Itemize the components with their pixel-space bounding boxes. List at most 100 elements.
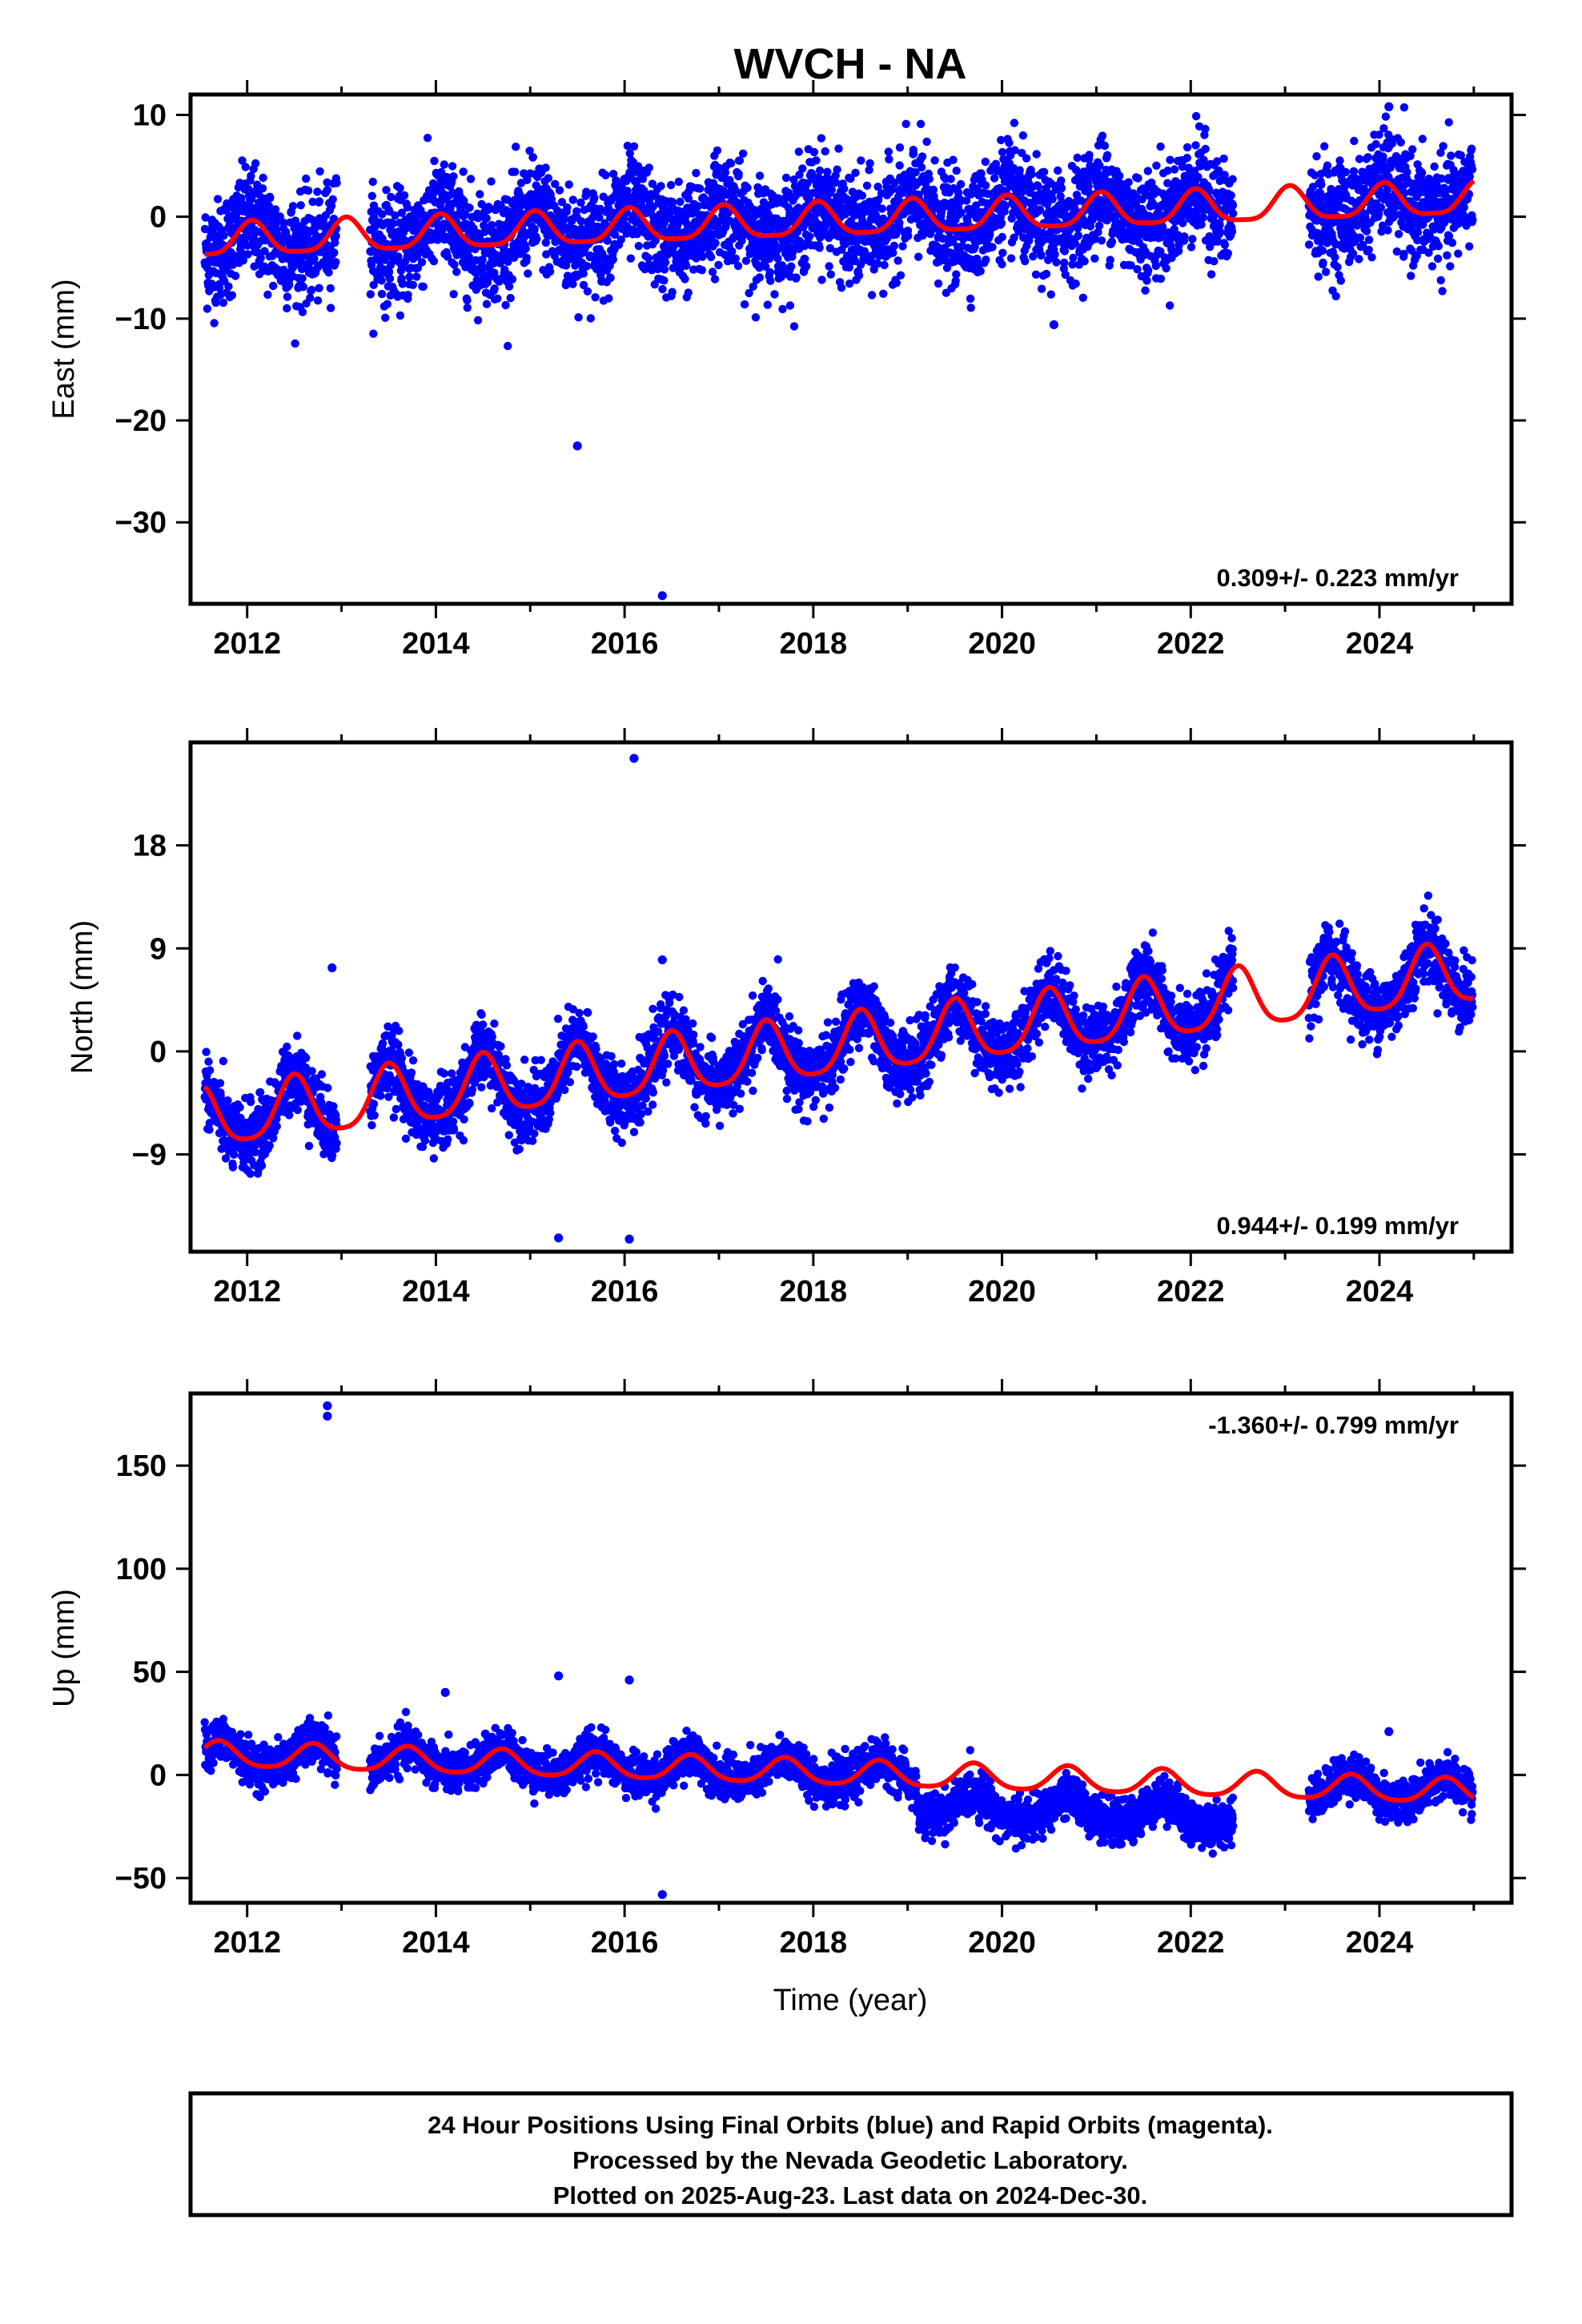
data-point xyxy=(1371,139,1380,149)
data-point xyxy=(327,201,336,211)
data-point xyxy=(666,180,676,190)
data-point xyxy=(512,143,520,151)
data-point xyxy=(229,1150,239,1159)
data-point xyxy=(449,172,458,181)
data-point xyxy=(809,147,819,157)
data-point xyxy=(1078,293,1088,302)
data-point xyxy=(215,1079,225,1088)
figure-title: WVCH - NA xyxy=(734,40,967,88)
data-point xyxy=(568,195,577,204)
data-point xyxy=(367,191,376,200)
data-point xyxy=(257,1161,267,1170)
data-point xyxy=(1443,251,1452,260)
data-point xyxy=(660,276,669,285)
data-point xyxy=(1228,201,1238,210)
data-point xyxy=(889,248,897,257)
data-point xyxy=(237,194,246,203)
data-point xyxy=(1197,220,1206,229)
data-point xyxy=(265,1141,274,1150)
y-axis-label: East (mm) xyxy=(47,279,81,419)
data-point xyxy=(981,157,990,167)
data-point xyxy=(574,313,583,322)
data-point xyxy=(246,1097,255,1107)
data-point xyxy=(269,281,278,291)
data-point xyxy=(982,255,990,264)
data-point xyxy=(1318,246,1327,255)
data-point xyxy=(1447,151,1456,160)
data-point xyxy=(258,184,267,193)
data-point xyxy=(288,202,298,211)
data-point xyxy=(1090,254,1099,263)
plot-area xyxy=(200,102,1477,601)
data-point xyxy=(892,279,901,287)
data-point xyxy=(1427,262,1437,271)
data-point xyxy=(1331,253,1339,262)
data-point xyxy=(1220,240,1230,249)
data-point xyxy=(877,204,886,213)
data-point xyxy=(826,270,836,279)
data-point xyxy=(403,203,412,212)
data-point xyxy=(755,273,764,282)
data-point xyxy=(1210,257,1219,266)
data-point xyxy=(275,212,285,221)
data-point xyxy=(1034,182,1042,191)
data-point xyxy=(898,242,907,251)
data-point xyxy=(857,156,865,165)
data-point xyxy=(465,203,474,212)
data-point xyxy=(377,276,386,285)
data-point xyxy=(1436,275,1445,285)
data-point xyxy=(266,194,275,203)
data-point xyxy=(377,289,387,299)
data-point xyxy=(1022,154,1031,163)
data-point xyxy=(815,243,824,252)
data-point xyxy=(1438,287,1447,296)
data-point xyxy=(1396,138,1405,147)
data-point xyxy=(1201,124,1210,134)
data-point xyxy=(201,213,210,222)
data-point xyxy=(1446,262,1455,271)
data-point xyxy=(547,195,556,204)
data-point xyxy=(256,254,265,263)
data-point xyxy=(463,304,472,312)
data-point xyxy=(1331,292,1340,301)
data-point xyxy=(238,156,247,165)
data-point xyxy=(834,144,843,153)
data-point xyxy=(1319,258,1327,267)
data-point xyxy=(1006,254,1016,263)
data-point xyxy=(1100,141,1110,151)
data-point xyxy=(259,173,267,183)
data-point xyxy=(773,254,782,263)
data-point xyxy=(370,214,379,223)
data-point xyxy=(308,197,317,207)
data-point xyxy=(388,219,397,228)
data-point xyxy=(880,260,889,270)
data-point xyxy=(1467,144,1476,153)
data-point xyxy=(1336,276,1346,285)
data-point xyxy=(895,219,904,227)
data-point xyxy=(563,203,572,212)
data-point xyxy=(448,162,457,171)
data-point xyxy=(391,211,400,220)
data-point xyxy=(223,1096,232,1105)
data-point xyxy=(484,203,493,211)
data-point xyxy=(495,275,504,283)
data-point xyxy=(545,267,555,276)
data-point xyxy=(606,273,615,283)
data-point xyxy=(385,274,395,283)
data-point xyxy=(246,1169,255,1178)
data-point xyxy=(383,300,391,308)
data-point xyxy=(1071,279,1080,288)
data-point xyxy=(823,167,832,176)
data-point xyxy=(1403,167,1411,177)
data-point xyxy=(681,261,691,270)
data-point xyxy=(862,181,872,190)
data-point xyxy=(914,252,923,261)
data-point xyxy=(378,210,387,219)
data-point xyxy=(459,167,468,176)
data-point xyxy=(304,1141,314,1151)
data-point xyxy=(576,198,585,207)
data-point xyxy=(893,256,902,265)
data-point xyxy=(1094,221,1104,231)
data-point xyxy=(524,269,532,278)
